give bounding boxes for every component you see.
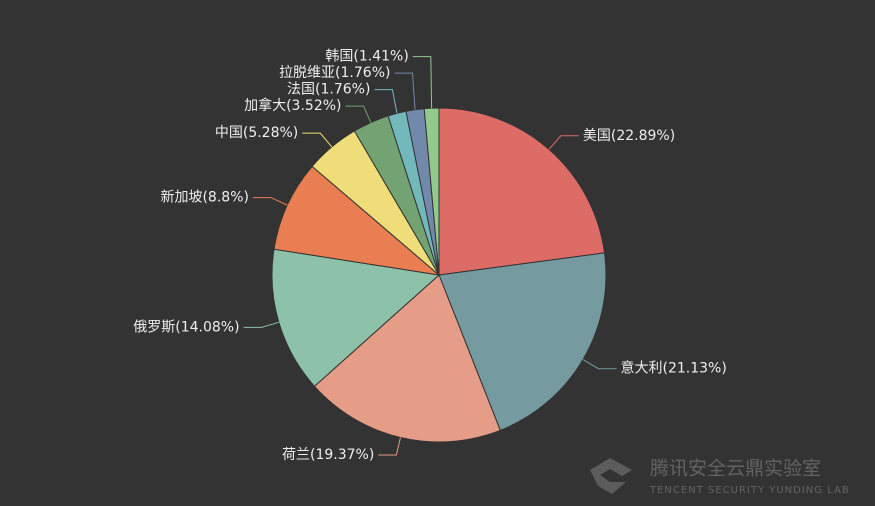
- slice-label: 韩国(1.41%): [325, 49, 408, 65]
- label-line: [345, 105, 372, 123]
- watermark: 腾讯安全云鼎实验室 TENCENT SECURITY YUNDING LAB: [590, 458, 850, 496]
- slice-label: 中国(5.28%): [215, 125, 298, 141]
- pie-slice: [438, 107, 606, 276]
- slice-label: 意大利(21.13%): [621, 360, 727, 377]
- label-line: [243, 321, 279, 328]
- slice-label: 加拿大(3.52%): [244, 97, 341, 114]
- slice-label: 拉脱维亚(1.76%): [279, 65, 390, 81]
- label-line: [378, 437, 401, 456]
- pie-slice: [423, 107, 440, 276]
- watermark-subtitle: TENCENT SECURITY YUNDING LAB: [649, 485, 850, 496]
- pie-slice: [438, 252, 607, 431]
- slice-label: 新加坡(8.8%): [160, 190, 249, 206]
- pie-slice: [273, 165, 441, 276]
- slice-label: 美国(22.89%): [583, 128, 675, 144]
- label-line: [548, 135, 579, 150]
- label-line: [374, 89, 398, 114]
- label-line: [394, 72, 416, 110]
- pie-slice: [271, 248, 441, 388]
- watermark-title: 腾讯安全云鼎实验室: [650, 458, 821, 480]
- watermark-logo: [590, 458, 632, 494]
- label-line: [582, 359, 617, 370]
- label-line: [252, 197, 288, 206]
- pie-slice: [313, 274, 501, 443]
- label-line: [412, 56, 433, 109]
- slice-label: 法国(1.76%): [287, 82, 370, 98]
- slice-label: 俄罗斯(14.08%): [133, 319, 239, 335]
- label-line: [302, 132, 333, 148]
- slice-label: 荷兰(19.37%): [282, 447, 374, 463]
